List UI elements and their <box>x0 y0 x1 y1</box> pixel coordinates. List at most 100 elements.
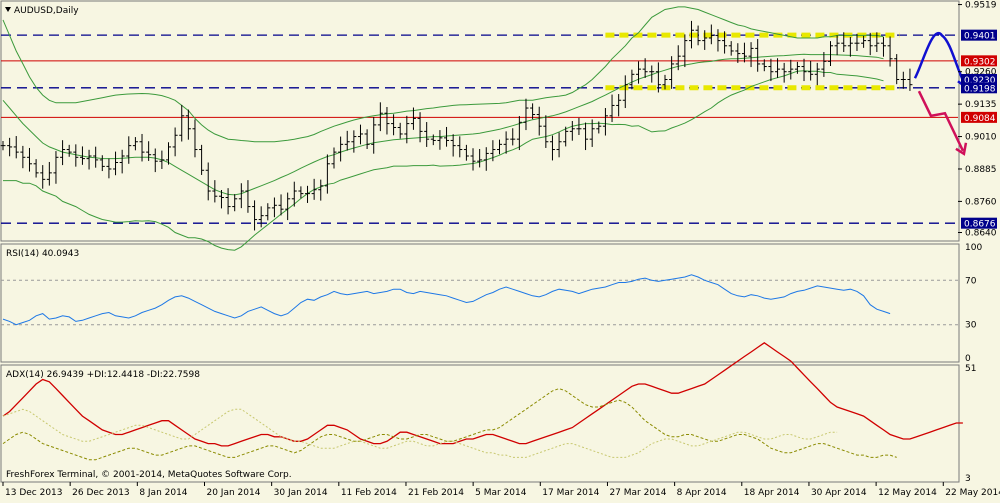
price-bar <box>46 161 52 186</box>
price-bar <box>629 69 635 90</box>
price-bar <box>285 192 291 221</box>
price-bar <box>741 42 747 63</box>
price-bar <box>324 154 330 194</box>
price-bar <box>159 150 165 169</box>
price-bar <box>166 142 171 165</box>
price-bar <box>126 136 132 164</box>
price-bar <box>60 140 66 166</box>
price-bar <box>271 197 277 218</box>
price-bar <box>794 61 800 74</box>
price-bar <box>775 58 781 78</box>
price-bar <box>33 159 39 178</box>
price-bar <box>880 36 886 57</box>
price-bar <box>132 137 138 151</box>
price-bar <box>444 126 450 147</box>
price-bar <box>430 134 436 146</box>
price-bar <box>900 71 906 89</box>
price-bar <box>543 115 549 148</box>
price-badge: 0.9302 <box>961 55 997 67</box>
price-bar <box>305 185 311 203</box>
adx-series-adx <box>2 342 963 447</box>
price-bar <box>536 106 542 136</box>
price-bar <box>377 102 383 132</box>
price-bar <box>510 128 516 146</box>
time-tick-label: 12 May 2014 <box>878 488 937 498</box>
adx-label: ADX(14) 26.9439 +DI:12.4418 -DI:22.7598 <box>6 370 200 380</box>
time-tick-label: 30 Apr 2014 <box>811 488 867 498</box>
bollinger-bands <box>2 6 884 251</box>
price-bar <box>338 136 344 162</box>
price-bar <box>146 141 152 161</box>
time-tick-label: 30 Jan 2014 <box>274 488 328 498</box>
price-bar <box>616 94 622 117</box>
rsi-label: RSI(14) 40.0943 <box>6 249 79 259</box>
price-bar <box>344 130 350 151</box>
price-bar <box>139 133 145 162</box>
price-axis: 0.9519 0.9260 0.9135 0.9010 0.8885 0.8760 0.86… <box>958 1 997 239</box>
price-bar <box>583 122 589 151</box>
price-bar <box>53 151 59 184</box>
price-bar <box>695 25 701 46</box>
price-tick-label: 0.8640 <box>965 229 997 239</box>
price-bar <box>311 178 317 200</box>
price-bar <box>722 31 728 54</box>
price-bar <box>113 151 119 176</box>
price-bar <box>761 59 767 72</box>
price-bar <box>808 60 814 81</box>
price-bar <box>364 129 370 150</box>
price-bar <box>152 148 158 173</box>
forecast-arrows <box>913 31 970 156</box>
price-badge: 0.9198 <box>961 82 997 94</box>
blue-arrow-path <box>913 31 967 85</box>
price-bar <box>86 149 92 170</box>
price-badge: 0.9084 <box>961 111 997 124</box>
price-badge-box <box>961 55 997 67</box>
price-bar <box>404 115 410 144</box>
symbol-label: AUDUSD,Daily <box>14 6 79 16</box>
price-tick-label: 0.8760 <box>965 197 997 207</box>
price-bar <box>516 116 522 151</box>
price-pane-frame <box>0 0 960 242</box>
price-bar <box>530 103 536 120</box>
price-tick-label: 0.8885 <box>965 165 997 175</box>
price-bar <box>424 122 430 147</box>
price-tick-label: 0.9135 <box>965 100 997 110</box>
time-tick-label: 17 Mar 2014 <box>542 488 599 498</box>
price-bar <box>589 119 595 147</box>
price-bar <box>735 43 741 63</box>
price-bar <box>490 140 496 162</box>
price-bar <box>576 117 582 136</box>
adx-tick-label: 3 <box>965 474 971 484</box>
price-bar <box>371 117 377 154</box>
price-bar <box>503 131 509 154</box>
price-bar <box>708 24 714 45</box>
price-tick-label: 0.9010 <box>965 133 997 143</box>
price-bar <box>185 109 191 140</box>
price-bar <box>636 61 642 84</box>
price-bar <box>291 181 297 207</box>
price-bar <box>728 41 734 56</box>
price-bar <box>93 146 99 168</box>
price-bar <box>7 137 13 157</box>
price-bar <box>245 180 251 213</box>
price-bar <box>40 165 46 189</box>
rsi-pane: 100 70 30 0 <box>1 243 982 364</box>
price-bar <box>814 62 820 86</box>
price-bar <box>298 186 304 199</box>
price-bar <box>828 41 833 67</box>
price-bar <box>497 139 502 155</box>
price-badge-box <box>961 82 997 94</box>
price-badge-label: 0.9084 <box>964 114 996 124</box>
copyright-footer: FreshForex Terminal, © 2001-2014, MetaQu… <box>6 470 292 480</box>
price-bar <box>688 20 694 49</box>
adx-pane-frame <box>0 364 960 483</box>
price-bar <box>788 59 794 80</box>
arrow-head-icon <box>955 142 968 156</box>
rsi-tick-label: 30 <box>965 321 977 331</box>
price-bar <box>702 30 708 50</box>
price-badge: 0.9230 <box>961 74 997 86</box>
price-bar <box>748 42 754 68</box>
time-tick-label: 27 Mar 2014 <box>609 488 666 498</box>
price-bar <box>225 188 231 215</box>
